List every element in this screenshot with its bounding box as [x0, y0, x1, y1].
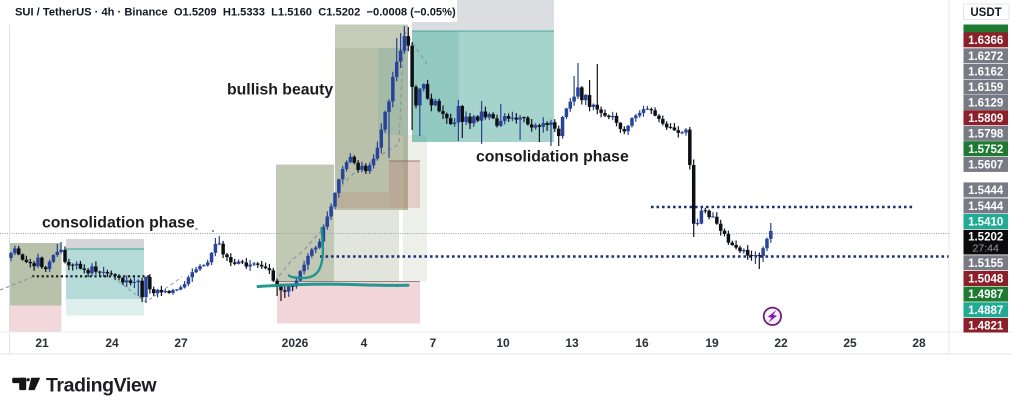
svg-text:7: 7 [430, 336, 437, 350]
svg-text:USDT: USDT [970, 7, 1001, 19]
svg-text:28: 28 [912, 336, 926, 350]
svg-text:27:44: 27:44 [973, 243, 999, 255]
svg-text:SUI / TetherUS · 4h · Binance: SUI / TetherUS · 4h · Binance O1.5209 H1… [15, 7, 456, 19]
svg-text:1.4887: 1.4887 [968, 305, 1003, 317]
svg-text:1.5809: 1.5809 [968, 113, 1003, 125]
svg-text:consolidation phase: consolidation phase [42, 215, 195, 232]
svg-text:13: 13 [565, 336, 579, 350]
svg-text:4: 4 [361, 336, 368, 350]
svg-text:1.5798: 1.5798 [968, 129, 1004, 141]
svg-text:1.5444: 1.5444 [968, 185, 1004, 197]
svg-text:1.6162: 1.6162 [968, 67, 1003, 79]
svg-text:10: 10 [496, 336, 510, 350]
svg-text:1.5444: 1.5444 [968, 201, 1004, 213]
svg-text:2026: 2026 [282, 336, 309, 350]
svg-text:1.5202: 1.5202 [968, 232, 1003, 244]
svg-text:22: 22 [774, 336, 788, 350]
svg-text:25: 25 [843, 336, 857, 350]
svg-text:1.5410: 1.5410 [968, 217, 1003, 229]
svg-text:bullish beauty: bullish beauty [227, 82, 333, 99]
svg-text:1.6272: 1.6272 [968, 51, 1003, 63]
svg-text:1.5607: 1.5607 [968, 160, 1003, 172]
svg-text:19: 19 [705, 336, 719, 350]
svg-text:21: 21 [35, 336, 49, 350]
svg-text:1.4821: 1.4821 [968, 321, 1004, 333]
svg-text:1.5048: 1.5048 [968, 274, 1004, 286]
svg-text:1.6129: 1.6129 [968, 98, 1003, 110]
svg-text:1.4987: 1.4987 [968, 289, 1003, 301]
svg-text:1.5155: 1.5155 [968, 258, 1004, 270]
svg-text:1.6366: 1.6366 [968, 35, 1003, 47]
svg-text:16: 16 [635, 336, 649, 350]
svg-text:1.6159: 1.6159 [968, 82, 1003, 94]
svg-text:27: 27 [174, 336, 188, 350]
svg-text:TradingView: TradingView [46, 375, 157, 397]
svg-text:24: 24 [105, 336, 119, 350]
svg-text:consolidation phase: consolidation phase [476, 149, 629, 166]
svg-text:1.5752: 1.5752 [968, 144, 1003, 156]
